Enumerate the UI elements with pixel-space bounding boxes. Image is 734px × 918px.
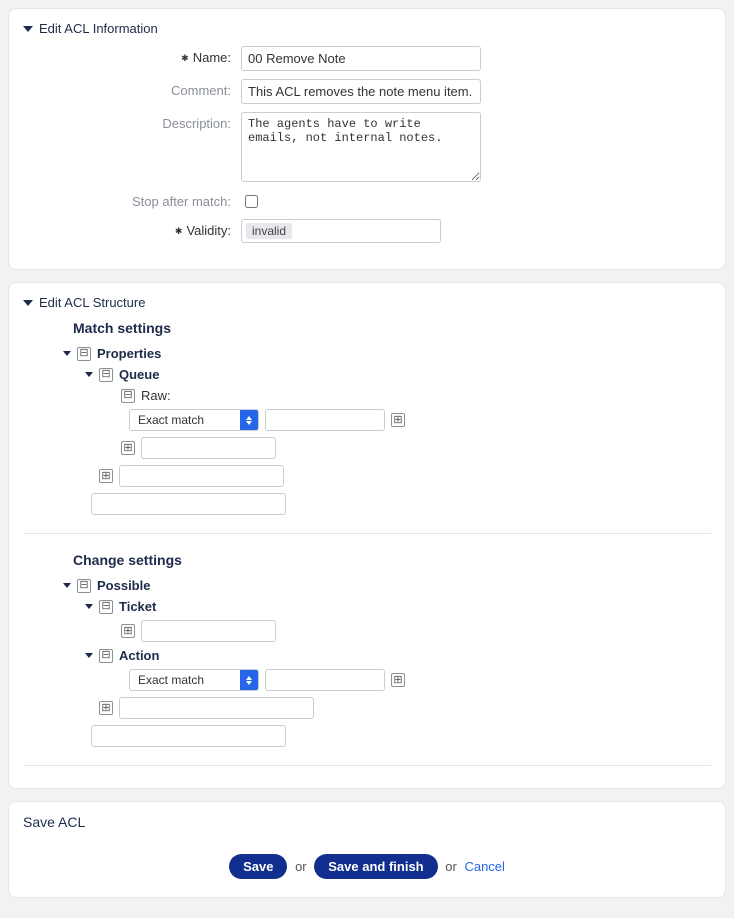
- heading-match-settings: Match settings: [73, 320, 711, 336]
- chevron-down-icon[interactable]: [85, 653, 93, 658]
- add-icon[interactable]: ⊞: [391, 673, 405, 687]
- node-queue: Queue: [119, 367, 159, 382]
- panel-edit-acl-structure: Edit ACL Structure Match settings ⊟ Prop…: [8, 282, 726, 789]
- node-raw: Raw:: [141, 388, 171, 403]
- validity-tag: invalid: [246, 223, 292, 239]
- divider: [23, 533, 711, 534]
- panel-header-structure[interactable]: Edit ACL Structure: [23, 295, 711, 310]
- cancel-link[interactable]: Cancel: [464, 859, 504, 874]
- label-validity: Validity:: [23, 219, 241, 238]
- name-input[interactable]: [241, 46, 481, 71]
- action-match-mode-value: Exact match: [138, 673, 204, 687]
- comment-input[interactable]: [241, 79, 481, 104]
- chevron-down-icon[interactable]: [63, 583, 71, 588]
- node-ticket: Ticket: [119, 599, 156, 614]
- select-arrows-icon: [240, 410, 258, 430]
- node-properties: Properties: [97, 346, 161, 361]
- panel-edit-acl-info: Edit ACL Information Name: Comment: Desc…: [8, 8, 726, 270]
- remove-icon[interactable]: ⊟: [99, 600, 113, 614]
- add-icon[interactable]: ⊞: [99, 701, 113, 715]
- remove-icon[interactable]: ⊟: [99, 368, 113, 382]
- label-name: Name:: [23, 46, 241, 65]
- panel-header-info[interactable]: Edit ACL Information: [23, 21, 711, 36]
- change-tree: ⊟ Possible ⊟ Ticket ⊞ ⊟ Action Exact mat…: [63, 578, 711, 747]
- add-icon[interactable]: ⊞: [391, 413, 405, 427]
- add-icon[interactable]: ⊞: [121, 441, 135, 455]
- add-icon[interactable]: ⊞: [99, 469, 113, 483]
- match-value-input[interactable]: [265, 409, 385, 431]
- heading-change-settings: Change settings: [73, 552, 711, 568]
- save-button[interactable]: Save: [229, 854, 287, 879]
- divider: [23, 765, 711, 766]
- match-mode-value: Exact match: [138, 413, 204, 427]
- panel-title-structure: Edit ACL Structure: [39, 295, 145, 310]
- validity-select[interactable]: invalid: [241, 219, 441, 243]
- label-stop-after-match: Stop after match:: [23, 190, 241, 209]
- remove-icon[interactable]: ⊟: [121, 389, 135, 403]
- description-textarea[interactable]: The agents have to write emails, not int…: [241, 112, 481, 182]
- add-icon[interactable]: ⊞: [121, 624, 135, 638]
- panel-save-acl: Save ACL Save or Save and finish or Canc…: [8, 801, 726, 898]
- action-match-mode-select[interactable]: Exact match: [129, 669, 259, 691]
- change-new-subnode-input[interactable]: [119, 697, 314, 719]
- ticket-new-input[interactable]: [141, 620, 276, 642]
- separator-text: or: [295, 859, 307, 874]
- select-arrows-icon: [240, 670, 258, 690]
- node-action: Action: [119, 648, 159, 663]
- button-row: Save or Save and finish or Cancel: [23, 854, 711, 879]
- new-root-input[interactable]: [91, 493, 286, 515]
- label-comment: Comment:: [23, 79, 241, 98]
- change-new-root-input[interactable]: [91, 725, 286, 747]
- chevron-down-icon: [23, 26, 33, 32]
- chevron-down-icon[interactable]: [63, 351, 71, 356]
- node-possible: Possible: [97, 578, 150, 593]
- panel-title-info: Edit ACL Information: [39, 21, 158, 36]
- chevron-down-icon[interactable]: [85, 604, 93, 609]
- match-mode-select[interactable]: Exact match: [129, 409, 259, 431]
- save-and-finish-button[interactable]: Save and finish: [314, 854, 437, 879]
- chevron-down-icon[interactable]: [85, 372, 93, 377]
- separator-text: or: [445, 859, 457, 874]
- action-value-input[interactable]: [265, 669, 385, 691]
- label-description: Description:: [23, 112, 241, 131]
- match-tree: ⊟ Properties ⊟ Queue ⊟ Raw: Exact match …: [63, 346, 711, 515]
- chevron-down-icon: [23, 300, 33, 306]
- stop-after-match-checkbox[interactable]: [245, 195, 258, 208]
- new-key-input[interactable]: [141, 437, 276, 459]
- panel-title-save: Save ACL: [23, 814, 711, 830]
- remove-icon[interactable]: ⊟: [77, 579, 91, 593]
- new-subnode-input[interactable]: [119, 465, 284, 487]
- remove-icon[interactable]: ⊟: [99, 649, 113, 663]
- remove-icon[interactable]: ⊟: [77, 347, 91, 361]
